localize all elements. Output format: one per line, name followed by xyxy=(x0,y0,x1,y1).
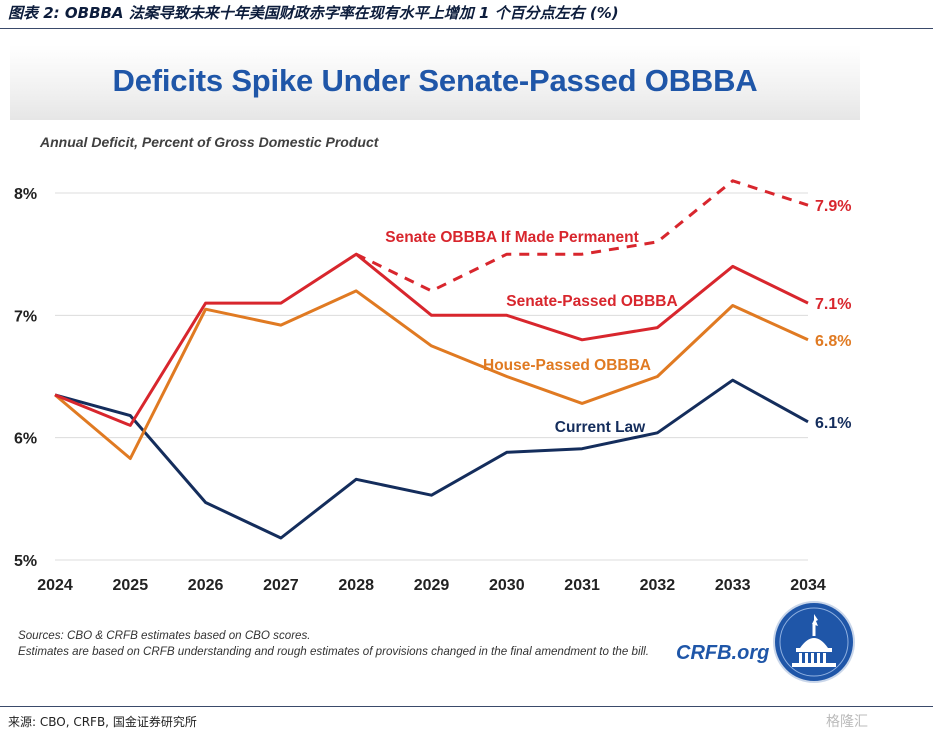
series-name-label: Senate OBBBA If Made Permanent xyxy=(385,229,639,246)
x-tick-label: 2026 xyxy=(188,577,224,594)
series-name-label: Senate-Passed OBBBA xyxy=(506,293,677,310)
x-tick-label: 2033 xyxy=(715,577,751,594)
series-end-value-label: 6.1% xyxy=(815,415,851,432)
crfb-site-link[interactable]: CRFB.org xyxy=(676,642,770,664)
y-tick-labels: 5% 6% 7% 8% xyxy=(14,186,37,570)
crfb-logo-icon xyxy=(773,601,855,683)
series-labels: Senate OBBBA If Made Permanent 7.9% Senate… xyxy=(385,198,851,436)
x-tick-labels: 2024 2025 2026 2027 2028 2029 2030 2031 2032 2033… xyxy=(37,577,826,594)
series-line-current-law xyxy=(54,378,809,540)
bottom-divider xyxy=(0,706,933,707)
series-line-senate-passed-obbba xyxy=(54,252,809,427)
x-tick-label: 2029 xyxy=(414,577,450,594)
title-band: Deficits Spike Under Senate-Passed OBBBA xyxy=(10,45,860,120)
footer-source: 来源: CBO, CRFB, 国金证券研究所 xyxy=(8,715,197,729)
y-tick-label: 8% xyxy=(14,186,37,203)
chart-title: Deficits Spike Under Senate-Passed OBBBA xyxy=(112,63,758,98)
series-line-house-passed-obbba xyxy=(54,289,809,460)
x-tick-label: 2028 xyxy=(338,577,374,594)
sources-line-2: Estimates are based on CRFB understandin… xyxy=(18,645,649,658)
x-tick-label: 2025 xyxy=(113,577,149,594)
x-tick-label: 2034 xyxy=(790,577,826,594)
top-divider xyxy=(0,28,933,29)
sources-line-1: Sources: CBO & CRFB estimates based on C… xyxy=(18,629,311,642)
series-name-label: House-Passed OBBBA xyxy=(483,357,651,374)
x-tick-label: 2031 xyxy=(564,577,600,594)
y-tick-label: 5% xyxy=(14,553,37,570)
series-end-value-label: 7.1% xyxy=(815,296,851,313)
series-name-label: Current Law xyxy=(555,419,646,436)
x-tick-label: 2024 xyxy=(37,577,73,594)
figure-caption: 图表 2: OBBBA 法案导致未来十年美国财政赤字率在现有水平上增加 1 个百… xyxy=(8,4,619,22)
gridlines xyxy=(55,192,808,561)
y-tick-label: 7% xyxy=(14,308,37,325)
sources-note: Sources: CBO & CRFB estimates based on C… xyxy=(18,628,658,660)
x-tick-label: 2027 xyxy=(263,577,299,594)
watermark: 格隆汇 xyxy=(826,714,868,730)
series-line-senate-obbba-if-made-permanent xyxy=(355,179,809,293)
line-chart: 5% 6% 7% 8% 2024 2025 2026 2027 2028 2029 2030 203… xyxy=(14,179,851,594)
y-axis-label: Annual Deficit, Percent of Gross Domesti… xyxy=(40,134,379,150)
series-end-value-label: 7.9% xyxy=(815,198,851,215)
y-tick-label: 6% xyxy=(14,431,37,448)
series-end-value-label: 6.8% xyxy=(815,333,851,350)
x-tick-label: 2032 xyxy=(640,577,676,594)
x-tick-label: 2030 xyxy=(489,577,525,594)
series-lines xyxy=(54,179,809,540)
